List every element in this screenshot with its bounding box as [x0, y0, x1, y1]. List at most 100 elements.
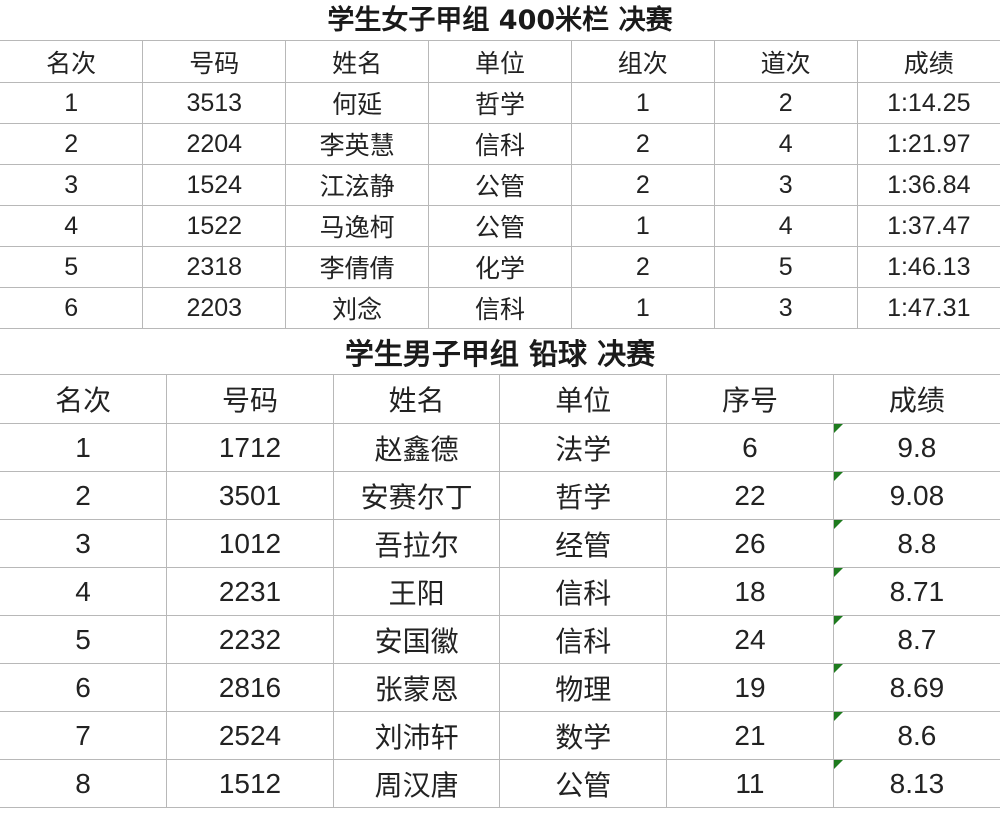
- table-cell[interactable]: 2203: [142, 287, 287, 329]
- table-cell[interactable]: 2816: [166, 663, 334, 712]
- column-header[interactable]: 号码: [142, 40, 287, 83]
- table-cell[interactable]: 8.13: [832, 759, 1000, 808]
- table-cell[interactable]: 公管: [499, 759, 668, 808]
- table-cell[interactable]: 2231: [166, 567, 334, 616]
- table-cell[interactable]: 1524: [142, 164, 287, 206]
- table-cell[interactable]: 8.8: [832, 519, 1000, 568]
- column-header[interactable]: 成绩: [856, 40, 1000, 83]
- table-cell[interactable]: 8: [0, 759, 168, 808]
- table-cell[interactable]: 吾拉尔: [332, 519, 501, 568]
- table-cell[interactable]: 24: [666, 615, 834, 664]
- table-cell[interactable]: 1:37.47: [856, 205, 1000, 247]
- table-cell[interactable]: 19: [666, 663, 834, 712]
- table-cell[interactable]: 马逸柯: [285, 205, 430, 247]
- table-cell[interactable]: 哲学: [428, 82, 572, 124]
- table-cell[interactable]: 周汉唐: [332, 759, 501, 808]
- table-cell[interactable]: 物理: [499, 663, 668, 712]
- column-header[interactable]: 道次: [713, 40, 858, 83]
- table-cell[interactable]: 7: [0, 711, 168, 760]
- table-cell[interactable]: 4: [713, 123, 858, 165]
- table-cell[interactable]: 公管: [428, 205, 572, 247]
- table-cell[interactable]: 3: [0, 164, 144, 206]
- table-cell[interactable]: 6: [0, 287, 144, 329]
- table-cell[interactable]: 信科: [499, 567, 668, 616]
- table-cell[interactable]: 3: [713, 164, 858, 206]
- column-header[interactable]: 单位: [499, 374, 668, 424]
- table-cell[interactable]: 4: [0, 205, 144, 247]
- table-cell[interactable]: 2: [570, 164, 715, 206]
- table-cell[interactable]: 1512: [166, 759, 334, 808]
- table-cell[interactable]: 5: [0, 246, 144, 288]
- table-cell[interactable]: 2: [570, 246, 715, 288]
- table-cell[interactable]: 3513: [142, 82, 287, 124]
- table-cell[interactable]: 1:14.25: [856, 82, 1000, 124]
- table-cell[interactable]: 21: [666, 711, 834, 760]
- table-cell[interactable]: 赵鑫德: [332, 423, 501, 472]
- column-header[interactable]: 姓名: [332, 374, 501, 424]
- table-cell[interactable]: 数学: [499, 711, 668, 760]
- table-cell[interactable]: 8.69: [832, 663, 1000, 712]
- column-header[interactable]: 名次: [0, 40, 144, 83]
- table-cell[interactable]: 1:46.13: [856, 246, 1000, 288]
- table-cell[interactable]: 2318: [142, 246, 287, 288]
- table-cell[interactable]: 8.71: [832, 567, 1000, 616]
- table-cell[interactable]: 6: [0, 663, 168, 712]
- table-cell[interactable]: 1:47.31: [856, 287, 1000, 329]
- column-header[interactable]: 组次: [570, 40, 715, 83]
- table-cell[interactable]: 4: [0, 567, 168, 616]
- table-cell[interactable]: 1:21.97: [856, 123, 1000, 165]
- table-cell[interactable]: 刘念: [285, 287, 430, 329]
- table-cell[interactable]: 李英慧: [285, 123, 430, 165]
- table-cell[interactable]: 信科: [428, 123, 572, 165]
- table-cell[interactable]: 2: [0, 471, 168, 520]
- table-cell[interactable]: 法学: [499, 423, 668, 472]
- table-cell[interactable]: 1712: [166, 423, 334, 472]
- table-cell[interactable]: 信科: [499, 615, 668, 664]
- table-cell[interactable]: 1: [570, 205, 715, 247]
- table-cell[interactable]: 1522: [142, 205, 287, 247]
- table-cell[interactable]: 1012: [166, 519, 334, 568]
- table-cell[interactable]: 张蒙恩: [332, 663, 501, 712]
- table-cell[interactable]: 9.08: [832, 471, 1000, 520]
- table-cell[interactable]: 1: [570, 287, 715, 329]
- table-cell[interactable]: 8.7: [832, 615, 1000, 664]
- column-header[interactable]: 号码: [166, 374, 334, 424]
- table-cell[interactable]: 1: [570, 82, 715, 124]
- table-cell[interactable]: 2524: [166, 711, 334, 760]
- table-cell[interactable]: 何延: [285, 82, 430, 124]
- table-cell[interactable]: 5: [0, 615, 168, 664]
- column-header[interactable]: 姓名: [285, 40, 430, 83]
- table-cell[interactable]: 2232: [166, 615, 334, 664]
- table-cell[interactable]: 王阳: [332, 567, 501, 616]
- table-cell[interactable]: 3: [713, 287, 858, 329]
- table-cell[interactable]: 2204: [142, 123, 287, 165]
- column-header[interactable]: 成绩: [832, 374, 1000, 424]
- table-cell[interactable]: 李倩倩: [285, 246, 430, 288]
- table-cell[interactable]: 刘沛轩: [332, 711, 501, 760]
- table-cell[interactable]: 安赛尔丁: [332, 471, 501, 520]
- table-cell[interactable]: 1: [0, 423, 168, 472]
- table-cell[interactable]: 1:36.84: [856, 164, 1000, 206]
- column-header[interactable]: 名次: [0, 374, 168, 424]
- table-cell[interactable]: 9.8: [832, 423, 1000, 472]
- table-cell[interactable]: 8.6: [832, 711, 1000, 760]
- table-cell[interactable]: 安国徽: [332, 615, 501, 664]
- table-cell[interactable]: 6: [666, 423, 834, 472]
- table-cell[interactable]: 18: [666, 567, 834, 616]
- table-cell[interactable]: 26: [666, 519, 834, 568]
- table-cell[interactable]: 3: [0, 519, 168, 568]
- column-header[interactable]: 单位: [428, 40, 572, 83]
- table-cell[interactable]: 信科: [428, 287, 572, 329]
- table-cell[interactable]: 哲学: [499, 471, 668, 520]
- table-cell[interactable]: 2: [0, 123, 144, 165]
- table-cell[interactable]: 2: [570, 123, 715, 165]
- table-cell[interactable]: 公管: [428, 164, 572, 206]
- table-cell[interactable]: 4: [713, 205, 858, 247]
- table-cell[interactable]: 2: [713, 82, 858, 124]
- table-cell[interactable]: 11: [666, 759, 834, 808]
- table-cell[interactable]: 3501: [166, 471, 334, 520]
- table-cell[interactable]: 22: [666, 471, 834, 520]
- table-cell[interactable]: 1: [0, 82, 144, 124]
- column-header[interactable]: 序号: [666, 374, 834, 424]
- table-cell[interactable]: 江泫静: [285, 164, 430, 206]
